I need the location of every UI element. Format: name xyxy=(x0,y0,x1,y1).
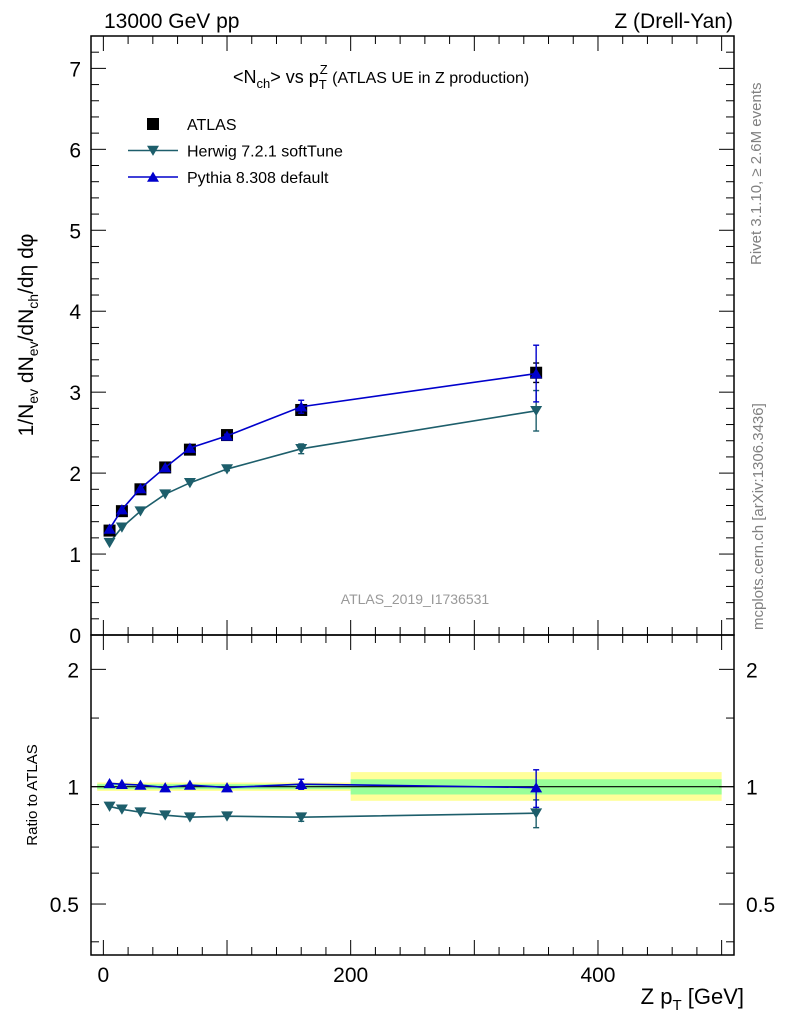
y-tick-label: 6 xyxy=(69,139,81,162)
legend-marker xyxy=(147,171,159,182)
header-right: Z (Drell-Yan) xyxy=(614,10,733,33)
ratio-pythia-point xyxy=(159,782,172,793)
pythia-point xyxy=(134,483,147,494)
legend-marker xyxy=(147,118,159,130)
ratio-tick-label: 0.5 xyxy=(50,894,79,917)
y-tick-label: 2 xyxy=(69,463,81,486)
pythia-point xyxy=(183,442,196,453)
legend-label: Herwig 7.2.1 softTune xyxy=(187,144,343,161)
analysis-watermark: ATLAS_2019_I1736531 xyxy=(341,591,490,607)
ratio-herwig-point xyxy=(530,808,543,819)
y-tick-label: 5 xyxy=(69,220,81,243)
pythia-point xyxy=(115,504,128,515)
y-tick-label: 3 xyxy=(69,382,81,405)
legend: ATLAS Herwig 7.2.1 softTune Pythia 8.308 d… xyxy=(128,117,343,187)
y-tick-label: 1 xyxy=(69,544,81,567)
legend-label: Pythia 8.308 default xyxy=(187,170,329,187)
herwig-line xyxy=(108,409,537,544)
ratio-tick-label-right: 1 xyxy=(746,777,758,800)
x-axis-label: Z pT [GeV] xyxy=(641,984,744,1014)
ratio-tick-label-right: 0.5 xyxy=(746,894,775,917)
top-panel-series xyxy=(103,344,543,549)
herwig-point xyxy=(530,405,543,417)
herwig-point xyxy=(115,522,128,533)
pythia-point xyxy=(221,430,234,441)
ratio-panel-frame xyxy=(90,634,735,956)
chart-title: <Nch> vs pTZ (ATLAS UE in Z production) xyxy=(233,62,529,92)
ratio-herwig-point xyxy=(103,801,116,812)
mcplots-label: mcplots.cern.ch [arXiv:1306.3436] xyxy=(750,403,767,630)
ratio-pythia-point xyxy=(295,778,308,789)
herwig-point xyxy=(134,506,147,517)
y-tick-label: 0 xyxy=(69,625,81,648)
ratio-pythia-point xyxy=(115,778,128,789)
x-tick-label: 400 xyxy=(580,964,615,987)
herwig-point xyxy=(183,478,196,489)
pythia-point xyxy=(159,462,172,473)
herwig-point xyxy=(295,444,308,455)
ratio-herwig-point xyxy=(134,807,147,818)
y-axis-label-top: 1/Nev dNev/dNch/dη dφ xyxy=(15,234,41,437)
y-tick-label: 7 xyxy=(69,58,81,81)
herwig-point xyxy=(159,489,172,500)
pythia-point xyxy=(103,523,116,534)
pythia-point xyxy=(530,368,543,379)
herwig-point xyxy=(103,537,116,549)
legend-label: ATLAS xyxy=(187,117,237,134)
ratio-tick-label: 2 xyxy=(67,659,79,682)
herwig-point xyxy=(221,464,234,475)
ratio-herwig-point xyxy=(221,811,234,822)
y-tick-label: 4 xyxy=(69,301,81,324)
legend-marker xyxy=(147,145,159,156)
pythia-line xyxy=(108,372,537,530)
ratio-pythia-point xyxy=(183,779,196,790)
ratio-pythia-point xyxy=(530,782,543,793)
x-tick-label: 0 xyxy=(98,964,110,987)
ratio-tick-label: 1 xyxy=(67,777,79,800)
x-tick-label: 200 xyxy=(333,964,368,987)
ratio-pythia-point xyxy=(103,777,116,789)
y-axis-label-ratio: Ratio to ATLAS xyxy=(24,744,41,845)
ratio-panel-ticks: 0.5 0.5 1 1 2 2 xyxy=(50,659,775,943)
ratio-herwig-line xyxy=(109,805,537,819)
ratio-panel-series xyxy=(103,769,543,829)
ratio-pythia-point xyxy=(221,782,234,793)
rivet-label: Rivet 3.1.10, ≥ 2.6M events xyxy=(748,83,765,266)
ratio-herwig-point xyxy=(295,812,308,823)
ratio-herwig-point xyxy=(159,810,172,821)
pythia-point xyxy=(295,401,308,412)
ratio-herwig-point xyxy=(183,812,196,823)
top-panel-ticks: 0 1 2 3 4 5 6 7 0 200 400 xyxy=(69,36,734,987)
ratio-pythia-point xyxy=(134,779,147,790)
header-left: 13000 GeV pp xyxy=(104,10,239,33)
ratio-herwig-point xyxy=(115,804,128,815)
ratio-tick-label-right: 2 xyxy=(746,659,758,682)
